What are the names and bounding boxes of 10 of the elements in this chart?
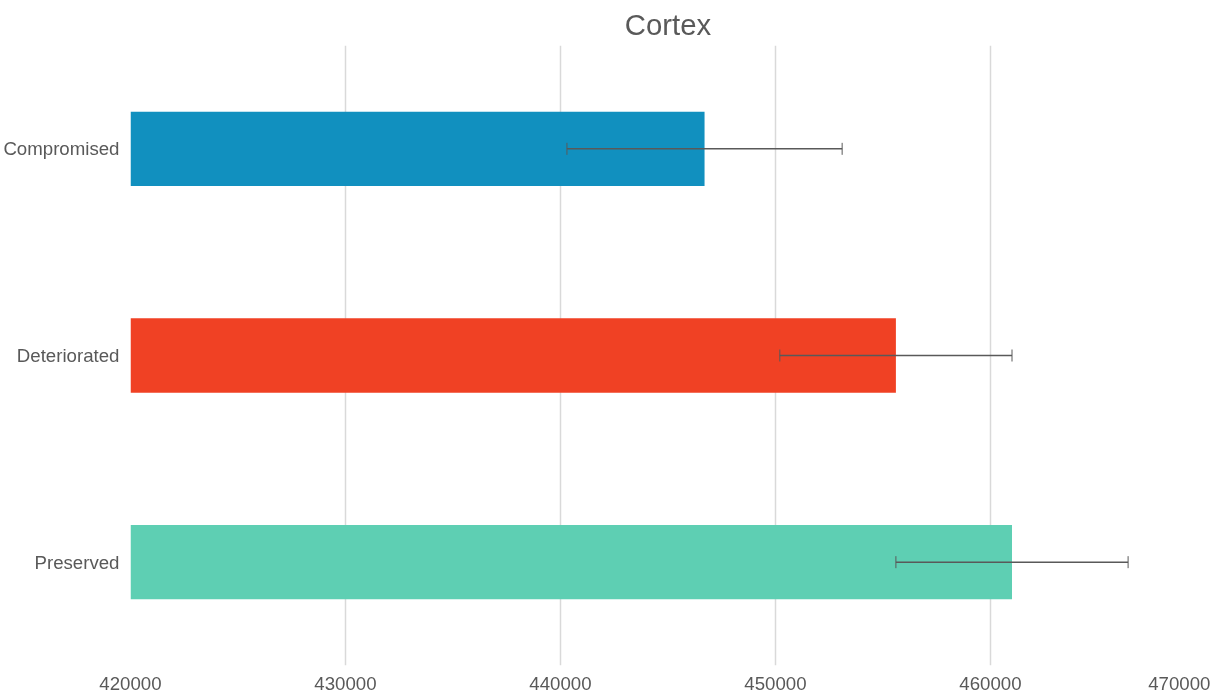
- x-tick-label: 440000: [529, 672, 592, 694]
- x-tick-label: 460000: [959, 672, 1022, 694]
- y-tick-label: Deteriorated: [16, 345, 120, 366]
- x-tick-label: 470000: [1148, 672, 1211, 694]
- x-tick-label: 430000: [314, 672, 377, 694]
- chart-title: Cortex: [624, 7, 712, 41]
- x-tick-label: 420000: [99, 672, 162, 694]
- y-tick-label: Compromised: [3, 138, 120, 160]
- x-tick-label: 450000: [744, 672, 807, 694]
- y-tick-label: Preserved: [34, 551, 120, 573]
